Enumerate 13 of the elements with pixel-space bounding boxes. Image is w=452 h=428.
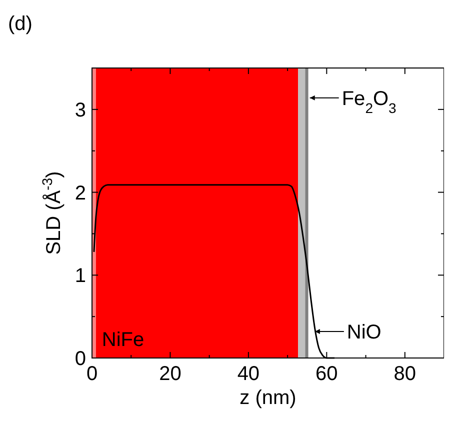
y-tick-label: 0 (74, 348, 86, 370)
x-tick-label: 20 (159, 363, 182, 385)
x-tick-label: 80 (394, 363, 416, 385)
x-axis-title: z (nm) (240, 387, 296, 409)
annotation: NiO (346, 321, 382, 344)
y-tick-label: 1 (74, 265, 86, 288)
x-tick-label: 60 (316, 363, 338, 385)
annotation: Fe$_{2}$O$_{3}$ (342, 88, 397, 116)
band-label: NiFe (102, 329, 144, 351)
x-tick-label: 40 (237, 363, 260, 385)
y-tick-label: 3 (74, 99, 86, 122)
chart-title: (d) (8, 13, 32, 35)
y-tick-label: 2 (74, 182, 86, 204)
